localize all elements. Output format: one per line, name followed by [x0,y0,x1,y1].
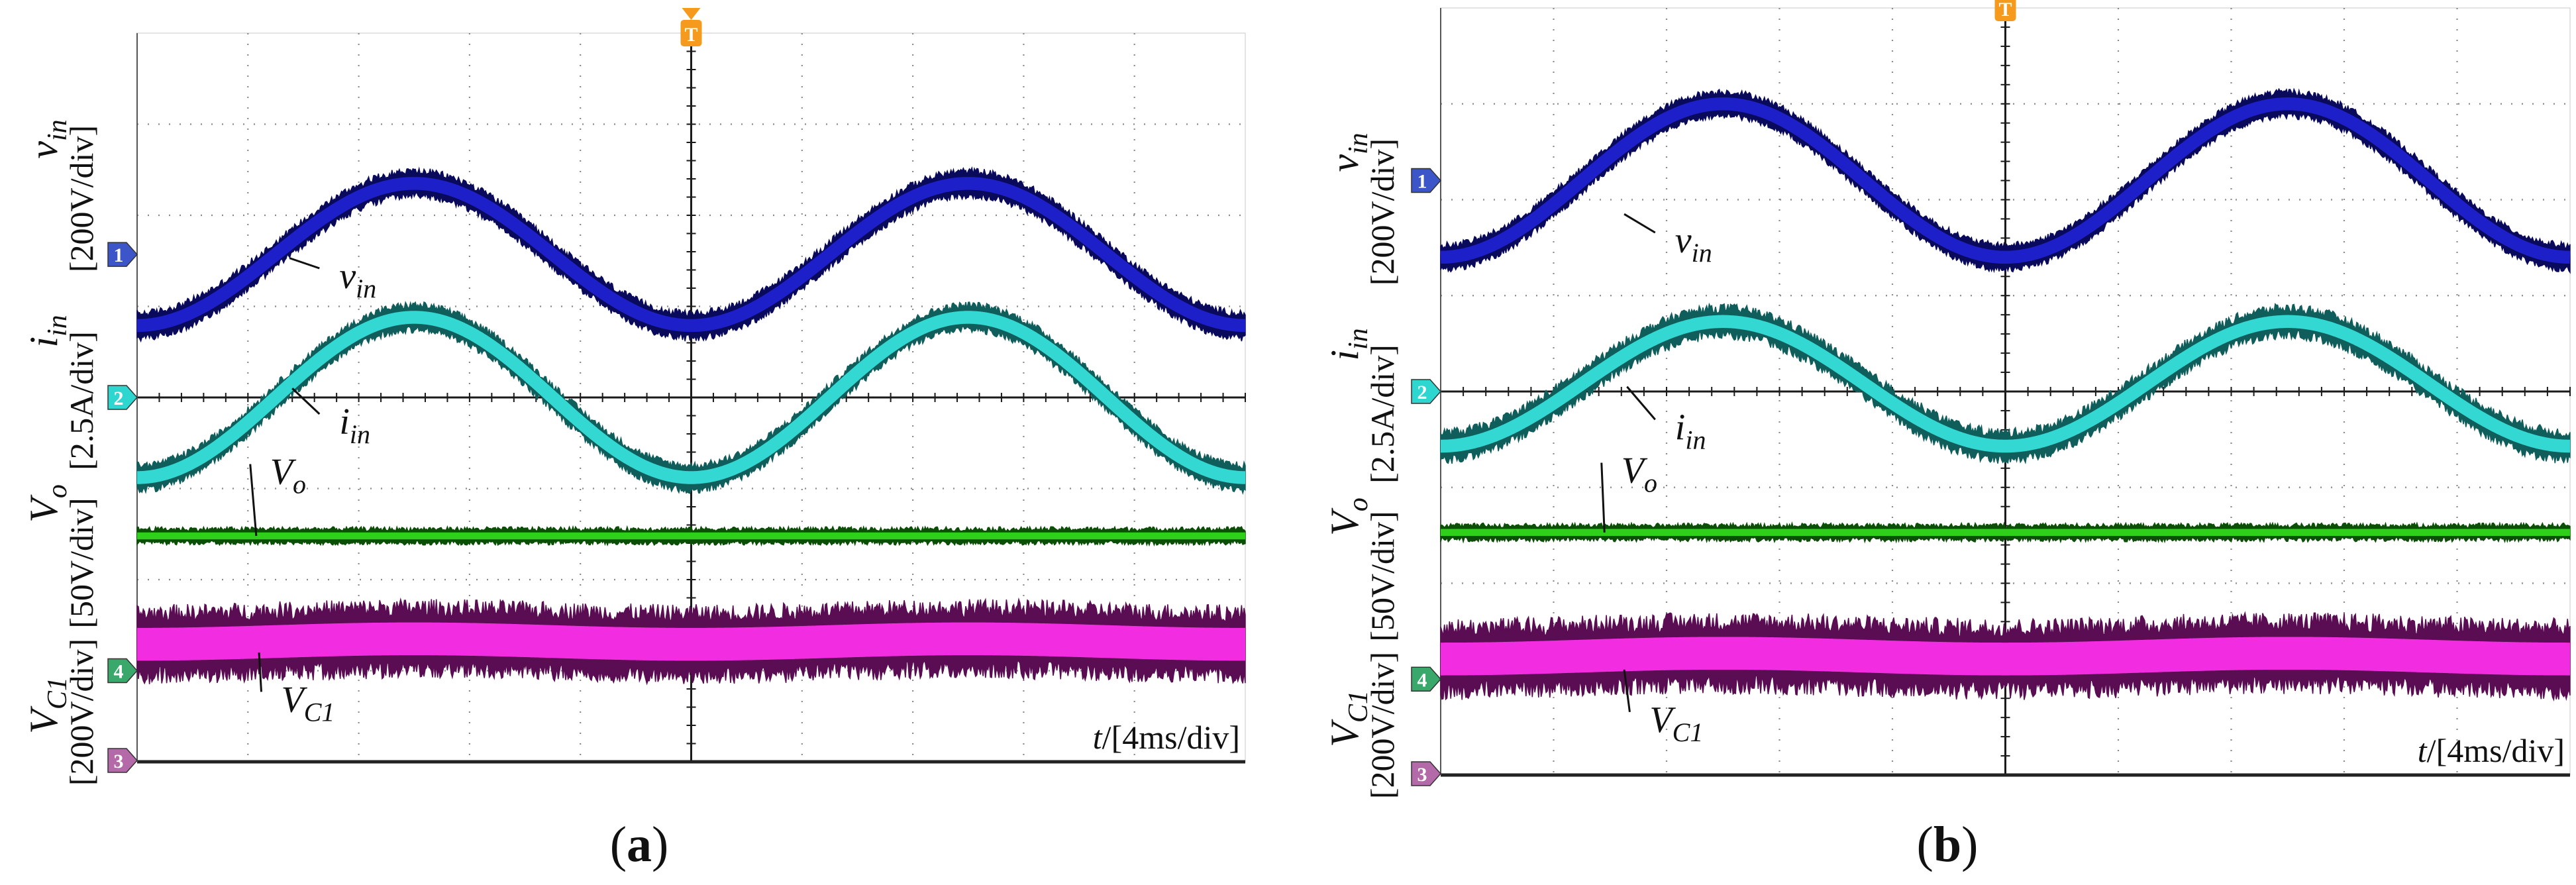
annotation-label-iin: iin [339,401,370,449]
trace-vin [1435,87,2575,274]
channel-marker-label: 3 [114,751,124,772]
annotation-label-vin: vin [339,256,376,303]
y-label-scale: [200V/div] [63,125,100,272]
channel-marker-shape [1411,666,1442,692]
y-label-scale: [200V/div] [63,639,100,786]
trigger-label: T [684,24,697,46]
channel-marker-4: 4 [107,658,138,684]
y-label-scale: [50V/div] [63,497,100,628]
y-label-scale: [200V/div] [1364,138,1401,286]
trigger-box [680,20,702,46]
trace-vin-line [1435,97,2575,264]
y-label-symbol: iin [1323,328,1374,360]
channel-marker-shape [1411,168,1442,193]
channel-marker-shape [1411,761,1442,786]
y-label-scale: [50V/div] [1364,511,1401,641]
panel-caption: (b) [1917,817,1979,872]
annotation-label-iin: iin [1675,407,1706,454]
panel-a: viniinVoVC1T1243vin[200V/div]iin[2.5A/di… [22,8,1261,872]
channel-marker-label: 4 [114,661,124,683]
y-label-symbol: Vo [22,484,73,523]
trace-iin-noise [136,301,1246,495]
channel-marker-shape [107,658,138,684]
y-label-symbol: vin [1323,132,1374,172]
trigger-marker: T [1994,0,2016,21]
channel-marker-1: 1 [1411,168,1442,193]
trigger-label: T [1998,0,2012,21]
trace-iin-line [132,311,1251,484]
channel-marker-label: 1 [1417,171,1427,193]
y-label-scale: [2.5A/div] [63,331,100,470]
trace-iin [1435,302,2575,464]
channel-marker-2: 2 [107,385,138,410]
trigger-box [1994,0,2016,21]
panel-caption: (a) [610,817,669,872]
y-label-symbol: vin [22,119,73,158]
annotation-leader-iin [1626,386,1656,421]
annotation-leader-VC1 [1623,669,1631,713]
channel-marker-shape [1411,379,1442,404]
annotation-label-VC1: VC1 [281,679,335,727]
annotation-label-Vo: Vo [270,452,306,499]
channel-marker-label: 2 [114,388,124,409]
trace-iin-noise [1440,302,2571,464]
annotation-leader-vin [289,257,320,270]
channel-marker-label: 3 [1417,764,1427,786]
trace-VC1-line [1425,637,2576,676]
channel-marker-2: 2 [1411,379,1442,404]
annotation-label-VC1: VC1 [1649,700,1703,747]
time-base-label: t/[4ms/div] [2418,732,2565,769]
y-label-scale: [200V/div] [1364,652,1401,799]
trace-VC1 [1425,611,2576,702]
channel-marker-label: 4 [1417,669,1427,691]
trace-VC1-line [122,622,1261,661]
y-label-symbol: Vo [1323,497,1374,536]
panel-b: viniinVoVC1T1243vin[200V/div]iin[2.5A/di… [1323,0,2576,872]
y-label-symbol: VC1 [22,677,73,734]
channel-marker-3: 3 [1411,761,1442,786]
trace-Vo [134,525,1248,547]
channel-marker-3: 3 [107,748,138,773]
trace-vin-line [132,177,1251,333]
trace-vin [132,166,1251,343]
channel-marker-4: 4 [1411,666,1442,692]
trace-iin-line [1435,315,2575,453]
trace-vin-noise [1440,87,2571,274]
trace-VC1 [122,597,1261,686]
annotation-leader-Vo [1600,462,1606,533]
annotation-leader-VC1 [258,652,262,692]
annotation-label-vin: vin [1675,220,1712,268]
annotation-leader-Vo [249,464,258,537]
annotation-leader-vin [1623,213,1656,234]
trace-vin-noise [136,166,1246,343]
trigger-marker: T [680,8,702,46]
trace-iin [132,301,1251,495]
channel-marker-label: 1 [114,244,124,266]
time-base-label: t/[4ms/div] [1093,719,1240,756]
channel-marker-shape [107,242,138,267]
channel-marker-shape [107,385,138,410]
y-label-scale: [2.5A/div] [1364,344,1401,484]
trace-Vo [1438,521,2573,544]
y-label-symbol: VC1 [1323,690,1374,747]
trigger-arrow-icon [682,8,701,20]
annotation-leader-iin [291,388,321,415]
channel-marker-label: 2 [1417,382,1427,403]
annotation-label-Vo: Vo [1622,450,1657,498]
channel-marker-shape [107,748,138,773]
channel-marker-1: 1 [107,242,138,267]
y-label-symbol: iin [22,315,73,347]
